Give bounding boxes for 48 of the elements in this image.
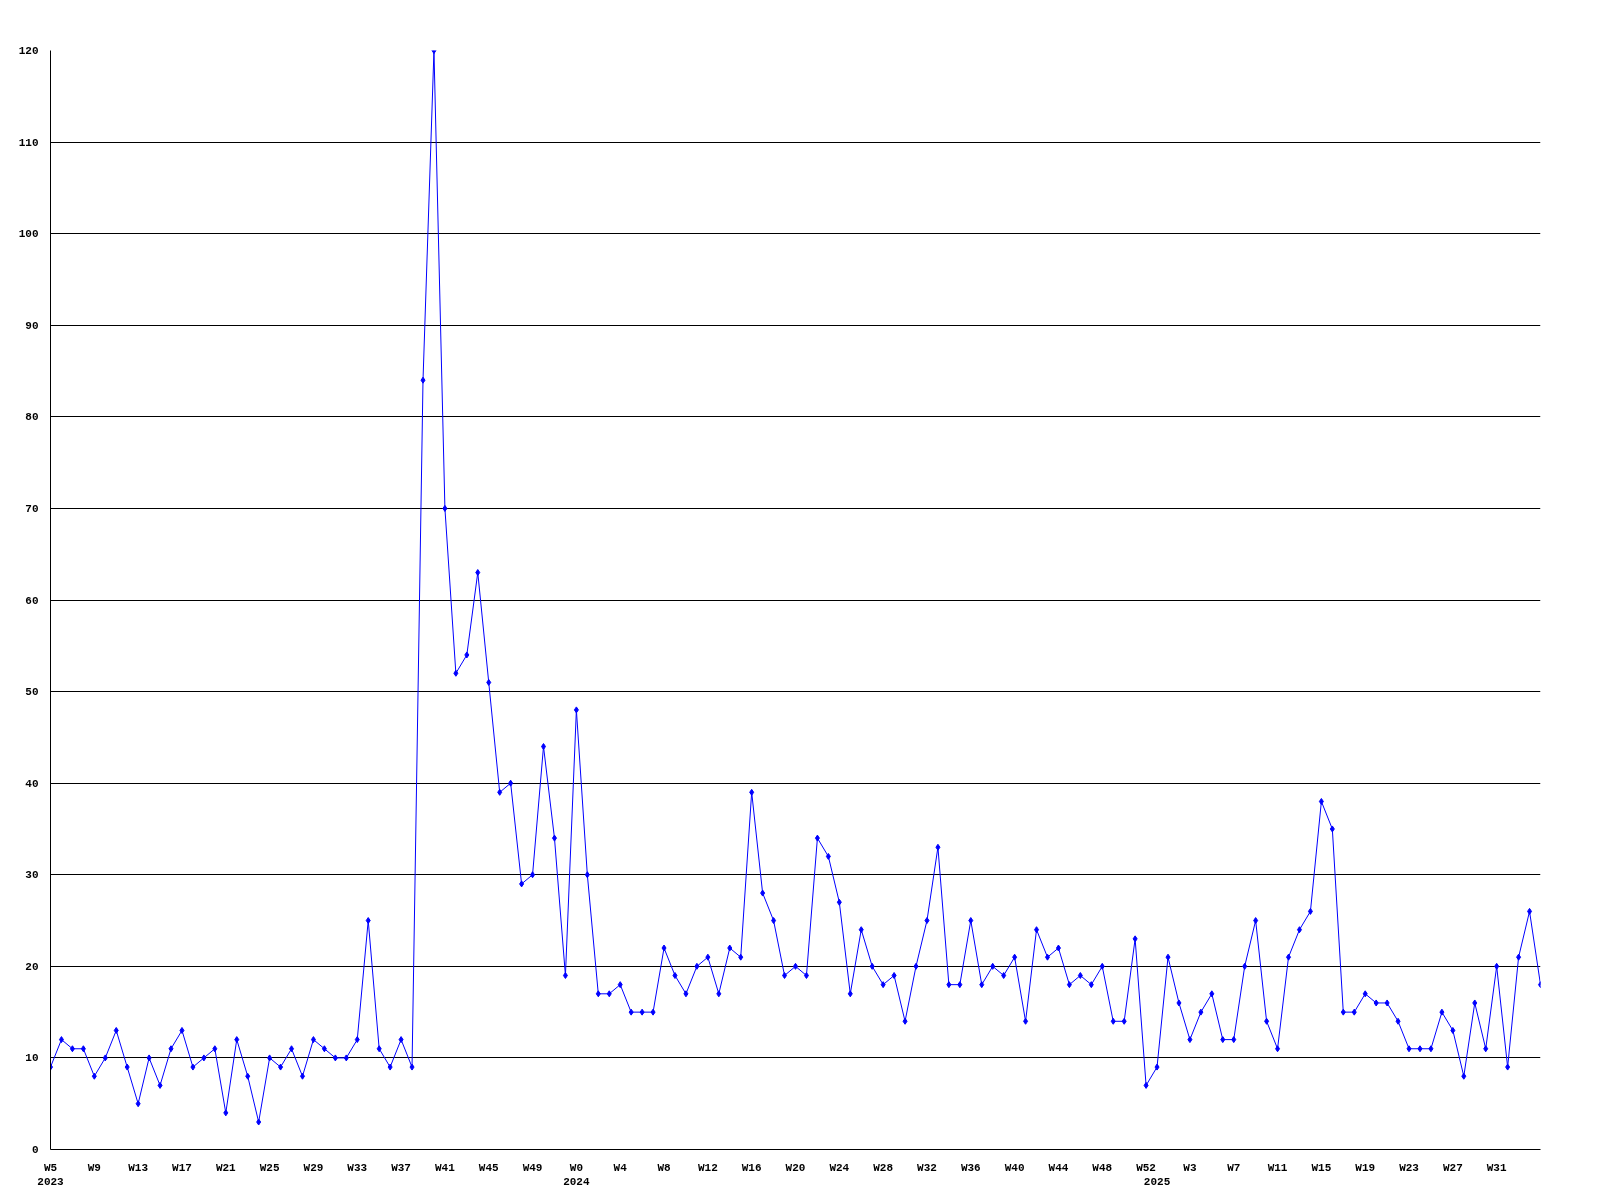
y-tick-label: 60 xyxy=(25,594,39,607)
x-tick-label: W29 xyxy=(303,1161,324,1174)
x-tick-label: W48 xyxy=(1092,1161,1113,1174)
y-tick-label: 110 xyxy=(18,136,39,149)
x-tick-label: W4 xyxy=(613,1161,628,1174)
x-tick-label: W21 xyxy=(215,1161,237,1174)
x-tick-label: W11 xyxy=(1267,1161,1288,1174)
x-tick-label: W25 xyxy=(259,1161,280,1174)
x-tick-label: W49 xyxy=(522,1161,543,1174)
y-tick-label: 20 xyxy=(25,960,39,973)
x-tick-label: W45 xyxy=(478,1161,500,1174)
y-tick-label: 50 xyxy=(25,686,39,699)
y-tick-label: 80 xyxy=(25,411,39,424)
x-tick-label: W27 xyxy=(1442,1161,1463,1174)
x-tick-label: W15 xyxy=(1311,1161,1332,1174)
x-tick-label: W9 xyxy=(87,1161,101,1174)
x-tick-label: W37 xyxy=(391,1161,411,1174)
x-tick-label: W17 xyxy=(172,1161,192,1174)
x-tick-label: W0 2024 xyxy=(563,1161,590,1188)
x-tick-label: W8 xyxy=(657,1161,672,1174)
x-tick-label: 2025 xyxy=(1143,1175,1171,1188)
x-tick-label: W23 xyxy=(1399,1161,1420,1174)
x-tick-label: W16 xyxy=(741,1161,762,1174)
x-tick-label: W36 xyxy=(960,1161,981,1174)
y-tick-label: 90 xyxy=(25,319,39,332)
x-tick-label: W52 xyxy=(1136,1161,1156,1174)
y-tick-label: 70 xyxy=(25,502,39,515)
y-tick-label: 10 xyxy=(25,1052,39,1065)
x-tick-label: W19 xyxy=(1355,1161,1376,1174)
x-tick-label: W24 xyxy=(829,1161,850,1174)
x-tick-label: W20 xyxy=(785,1161,806,1174)
x-tick-label: W3 xyxy=(1183,1161,1197,1174)
x-tick-label: W44 xyxy=(1048,1161,1069,1174)
x-tick-label: W33 xyxy=(347,1161,368,1174)
x-tick-label: W32 xyxy=(917,1161,937,1174)
x-tick-label: W13 xyxy=(128,1161,149,1174)
x-tick-label: W40 xyxy=(1004,1161,1025,1174)
y-tick-label: 100 xyxy=(18,228,39,241)
x-tick-label: W41 xyxy=(435,1161,456,1174)
x-tick-label: W28 xyxy=(873,1161,894,1174)
x-tick-label: W12 xyxy=(697,1161,718,1174)
x-tick-label: W7 xyxy=(1227,1161,1241,1174)
y-tick-label: 120 xyxy=(18,45,39,57)
y-tick-label: 40 xyxy=(25,777,39,790)
y-tick-label: 30 xyxy=(25,869,39,882)
x-tick-label: W31 xyxy=(1486,1161,1507,1174)
x-tick-label: W5 2023 xyxy=(37,1161,65,1188)
y-tick-label: 0 xyxy=(31,1144,39,1156)
